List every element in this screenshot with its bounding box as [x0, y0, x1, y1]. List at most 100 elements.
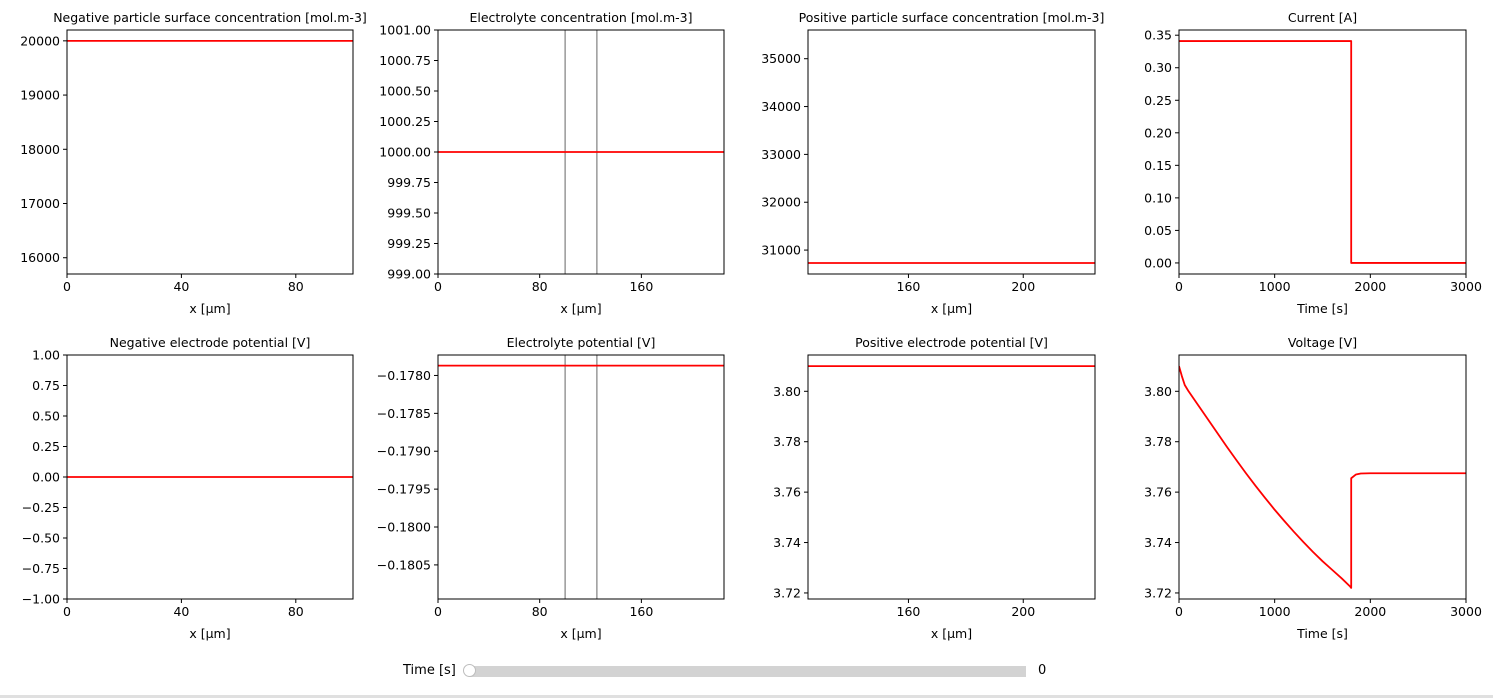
- data-line-current: [1179, 40, 1466, 264]
- x-tick-label: 2000: [1354, 279, 1386, 294]
- y-tick-label: 19000: [20, 88, 60, 103]
- y-tick-label: 3.76: [773, 485, 801, 500]
- x-tick-label: 1000: [1259, 604, 1291, 619]
- x-tick-label: 160: [897, 279, 921, 294]
- y-tick-label: 1001.00: [379, 23, 431, 38]
- x-tick-label: 80: [288, 604, 304, 619]
- x-tick-label: 200: [1011, 604, 1035, 619]
- y-tick-label: 20000: [20, 33, 60, 48]
- plot-area: [808, 355, 1095, 599]
- y-tick-label: 0.20: [1144, 125, 1172, 140]
- y-tick-label: 33000: [761, 147, 801, 162]
- y-tick-label: 999.75: [387, 175, 431, 190]
- y-tick-label: 0.35: [1144, 28, 1172, 43]
- chart-title: Voltage [V]: [1288, 335, 1357, 350]
- x-tick-label: 2000: [1354, 604, 1386, 619]
- x-axis-label: Time [s]: [1296, 301, 1348, 316]
- y-tick-label: 0.05: [1144, 223, 1172, 238]
- y-tick-label: 0.50: [32, 409, 60, 424]
- plot-area: [1179, 355, 1466, 599]
- x-axis-label: x [μm]: [931, 626, 972, 641]
- chart-voltage: 0 1000 2000 3000 3.72 3.74 3.76 3.78 3.80 Voltage…: [1144, 335, 1482, 641]
- y-tick-label: −1.00: [22, 592, 60, 607]
- x-tick-label: 160: [897, 604, 921, 619]
- y-tick-label: 3.74: [1144, 535, 1172, 550]
- plot-area: [67, 30, 353, 274]
- y-tick-label: 3.74: [773, 535, 801, 550]
- y-tick-label: 999.00: [387, 267, 431, 282]
- x-axis-label: Time [s]: [1296, 626, 1348, 641]
- time-slider-row: Time [s] 0: [0, 658, 1493, 686]
- axes-frame: [1178, 29, 1467, 275]
- y-tick-label: 0.15: [1144, 158, 1172, 173]
- x-tick-label: 0: [63, 604, 71, 619]
- y-tick-label: 3.80: [773, 384, 801, 399]
- chart-title: Negative electrode potential [V]: [110, 335, 311, 350]
- time-slider-value: 0: [1038, 663, 1047, 678]
- y-tick-label: 3.76: [1144, 485, 1172, 500]
- x-tick-label: 1000: [1259, 279, 1291, 294]
- time-slider-label: Time [s]: [403, 663, 456, 678]
- y-tick-label: −0.1785: [377, 406, 431, 421]
- y-tick-label: 16000: [20, 250, 60, 265]
- x-tick-label: 80: [288, 279, 304, 294]
- chart-title: Current [A]: [1288, 10, 1357, 25]
- time-slider-handle[interactable]: [463, 664, 476, 677]
- chart-electrolyte-conc: 0 80 160 999.00 999.25 999.50 999.75 1000.00 100…: [379, 10, 725, 316]
- y-tick-label: 0.00: [1144, 255, 1172, 270]
- chart-title: Electrolyte potential [V]: [507, 335, 656, 350]
- y-tick-label: −0.25: [22, 500, 60, 515]
- axes-frame: [1178, 354, 1467, 600]
- y-tick-label: 34000: [761, 99, 801, 114]
- x-tick-label: 3000: [1450, 604, 1482, 619]
- y-tick-label: 1.00: [32, 348, 60, 363]
- y-tick-label: 0.25: [32, 439, 60, 454]
- chart-electrolyte-potential: 0 80 160 −0.1805 −0.1800 −0.1795 −0.1790 −0.178…: [377, 335, 725, 641]
- window-bottom-edge: [0, 695, 1493, 698]
- axes-frame: [807, 354, 1096, 600]
- x-tick-label: 160: [629, 279, 653, 294]
- y-tick-label: 3.78: [1144, 434, 1172, 449]
- y-tick-label: 999.50: [387, 206, 431, 221]
- x-tick-label: 0: [63, 279, 71, 294]
- x-tick-label: 200: [1011, 279, 1035, 294]
- chart-title: Positive particle surface concentration …: [799, 10, 1105, 25]
- x-tick-label: 3000: [1450, 279, 1482, 294]
- chart-pos-particle-conc: 160 200 31000 32000 33000 34000 35000 Positive …: [761, 10, 1104, 316]
- chart-title: Positive electrode potential [V]: [855, 335, 1048, 350]
- y-tick-label: 0.10: [1144, 190, 1172, 205]
- x-tick-label: 40: [173, 604, 189, 619]
- y-tick-label: −0.1795: [377, 482, 431, 497]
- chart-pos-electrode-potential: 160 200 3.72 3.74 3.76 3.78 3.80 Positive elect…: [773, 335, 1096, 641]
- chart-current: 0 1000 2000 3000 0.00 0.05 0.10 0.15 0.20 0.25 0.3…: [1144, 10, 1482, 316]
- x-tick-label: 0: [434, 279, 442, 294]
- y-tick-label: −0.1790: [377, 444, 431, 459]
- y-tick-label: 35000: [761, 51, 801, 66]
- chart-neg-particle-conc: 0 40 80 16000 17000 18000 19000 20000 Negative p…: [20, 10, 367, 316]
- y-tick-label: −0.1800: [377, 520, 431, 535]
- y-tick-label: 999.25: [387, 236, 431, 251]
- x-tick-label: 160: [629, 604, 653, 619]
- y-tick-label: −0.1780: [377, 368, 431, 383]
- x-tick-label: 0: [1175, 279, 1183, 294]
- data-line-voltage: [1179, 365, 1466, 589]
- chart-title: Negative particle surface concentration …: [53, 10, 367, 25]
- y-tick-label: 1000.25: [379, 114, 431, 129]
- y-tick-label: −0.75: [22, 561, 60, 576]
- time-slider-track[interactable]: [470, 666, 1026, 677]
- y-tick-label: 3.72: [1144, 585, 1172, 600]
- y-tick-label: 18000: [20, 142, 60, 157]
- y-tick-label: 3.72: [773, 585, 801, 600]
- x-tick-label: 0: [1175, 604, 1183, 619]
- y-tick-label: 3.80: [1144, 384, 1172, 399]
- x-axis-label: x [μm]: [189, 301, 230, 316]
- axes-frame: [807, 29, 1096, 275]
- x-axis-label: x [μm]: [560, 301, 601, 316]
- x-tick-label: 0: [434, 604, 442, 619]
- y-tick-label: −0.1805: [377, 557, 431, 572]
- plot-area: [1179, 30, 1466, 274]
- y-tick-label: 0.75: [32, 378, 60, 393]
- y-tick-label: 17000: [20, 196, 60, 211]
- y-tick-label: 0.25: [1144, 93, 1172, 108]
